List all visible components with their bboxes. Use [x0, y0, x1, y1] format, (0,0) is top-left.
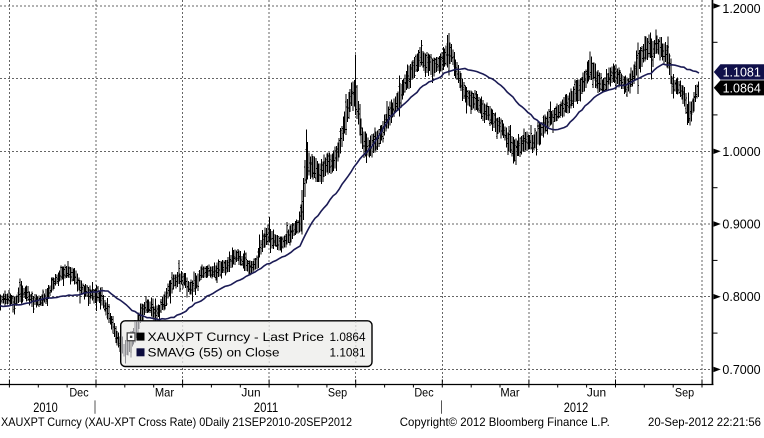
svg-text:1.0864: 1.0864	[330, 330, 366, 344]
svg-text:Copyright© 2012 Bloomberg Fina: Copyright© 2012 Bloomberg Finance L.P.	[400, 415, 610, 429]
svg-text:1.0864: 1.0864	[723, 81, 761, 95]
svg-text:2012: 2012	[564, 400, 589, 415]
svg-text:XAUXPT Curncy (XAU-XPT Cross R: XAUXPT Curncy (XAU-XPT Cross Rate) 0Dail…	[1, 415, 352, 429]
svg-text:2010: 2010	[33, 400, 58, 415]
svg-text:2011: 2011	[254, 400, 279, 415]
svg-text:1.0000: 1.0000	[722, 145, 760, 159]
svg-text:0.8000: 0.8000	[722, 290, 760, 304]
svg-text:1.1081: 1.1081	[723, 66, 761, 80]
svg-text:20-Sep-2012 22:21:56: 20-Sep-2012 22:21:56	[648, 415, 761, 429]
svg-text:Sep: Sep	[675, 385, 694, 399]
svg-text:1.2000: 1.2000	[722, 2, 760, 16]
svg-text:1.1081: 1.1081	[330, 346, 366, 360]
svg-text:SMAVG (55) on Close: SMAVG (55) on Close	[148, 346, 280, 360]
svg-text:0.7000: 0.7000	[722, 363, 760, 377]
svg-text:Sep: Sep	[328, 385, 347, 399]
svg-text:Mar: Mar	[155, 385, 174, 399]
svg-text:0.9000: 0.9000	[722, 218, 760, 232]
svg-text:Dec: Dec	[69, 385, 88, 399]
svg-text:Jun: Jun	[241, 385, 260, 399]
svg-text:Jun: Jun	[587, 385, 606, 399]
svg-text:Dec: Dec	[414, 385, 433, 399]
svg-text:Mar: Mar	[500, 385, 519, 399]
svg-text:XAUXPT Curncy - Last Price: XAUXPT Curncy - Last Price	[148, 330, 325, 344]
